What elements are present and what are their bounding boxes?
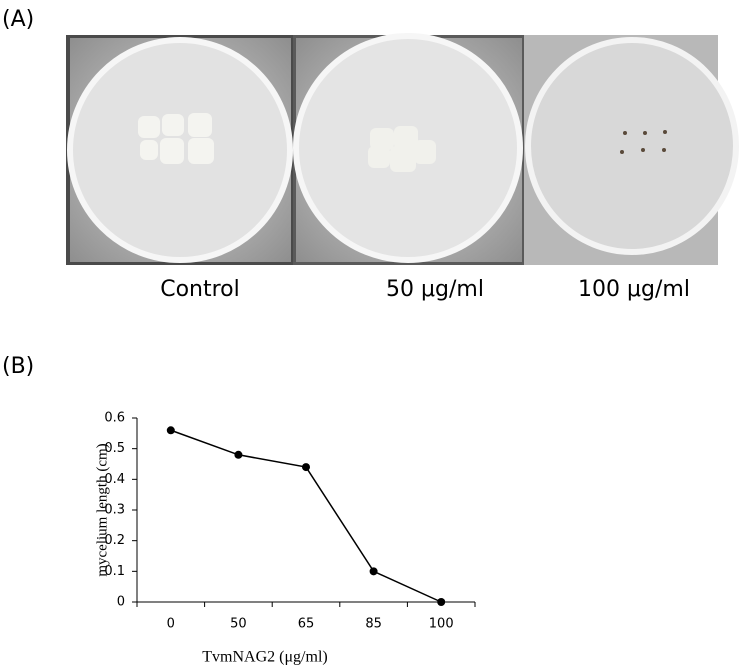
y-tick-label: 0.3 [104,503,125,518]
photo-caption: 50 μg/ml [386,277,484,302]
data-point [369,567,378,576]
data-point [302,463,310,472]
x-tick-label: 0 [167,617,175,632]
panel-label: (A) [2,7,34,32]
x-tick-label: 100 [429,617,454,632]
data-point [166,426,175,435]
y-tick-label: 0.5 [104,441,125,456]
data-point [234,450,243,459]
y-tick-label: 0.4 [104,472,125,487]
y-tick-label: 0.1 [104,564,125,579]
photo-caption: 100 μg/ml [578,277,690,302]
photo-caption: Control [160,277,240,302]
x-tick-label: 50 [230,617,247,632]
photo [293,33,524,265]
panel-label: (B) [2,354,34,379]
y-tick-label: 0.2 [104,533,125,548]
x-tick-label: 85 [365,617,382,632]
data-point [437,598,446,606]
x-axis-title: TvmNAG2 (μg/ml) [202,649,327,666]
photo [524,35,739,265]
y-tick-label: 0 [117,595,125,610]
photo [66,35,293,265]
x-tick-label: 65 [298,617,315,632]
y-tick-label: 0.6 [104,411,125,426]
y-axis-title: mycelium length (cm) [94,443,110,576]
series-line [170,429,442,603]
